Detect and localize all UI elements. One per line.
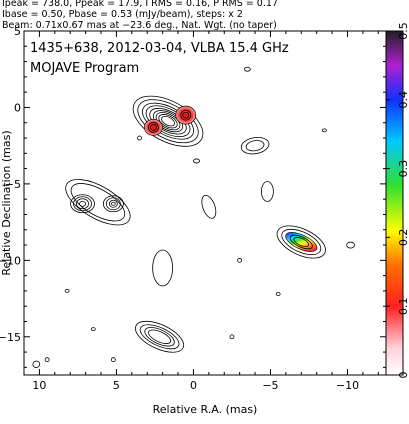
- core-contour: [137, 99, 199, 144]
- diffuse-contour: [148, 329, 172, 344]
- colorbar: [385, 30, 404, 376]
- core-contour: [161, 115, 175, 127]
- knot-inner-contour: [147, 121, 159, 133]
- core-contour: [132, 95, 204, 147]
- core-contour: [145, 105, 191, 138]
- colorbar-tick-label: 0: [397, 372, 409, 379]
- noise-contour: [44, 357, 50, 363]
- tick-labels: 10 5 0 −5 −10 5 0 −5 −10 −15: [0, 25, 359, 392]
- y-tick-label: 5: [14, 25, 21, 38]
- y-tick-label: 0: [14, 101, 21, 114]
- core-contour: [152, 110, 184, 133]
- jet-contour: [70, 183, 126, 222]
- plot-frame: [23, 30, 387, 376]
- x-tick-label: 0: [190, 379, 197, 392]
- core-contour: [158, 114, 178, 129]
- axis-ticks: [23, 30, 386, 375]
- core-contour: [142, 102, 195, 140]
- diffuse-contour: [245, 140, 265, 152]
- core-contour: [155, 112, 181, 131]
- plot-subtitle: MOJAVE Program: [30, 61, 139, 76]
- noise-contour: [275, 292, 281, 296]
- colorbar-tick-label: 0.5: [397, 22, 409, 40]
- header-line-3: Beam: 0.71x0.67 mas at −23.6 deg., Nat. …: [2, 20, 277, 31]
- y-tick-label: −10: [0, 254, 21, 267]
- y-tick-label: −15: [0, 331, 21, 344]
- pol-knot-emission: [285, 232, 318, 252]
- jet-knot-contour: [102, 195, 124, 213]
- jet-knot-contour: [70, 194, 95, 214]
- bridge-contour: [152, 249, 174, 287]
- diffuse-contour: [144, 327, 175, 347]
- jet-knot-contour: [108, 199, 118, 208]
- pol-knot-inner-contour: [289, 234, 313, 250]
- jet-contour: [65, 179, 131, 226]
- header-line-1: Ipeak = 738.0, Ppeak = 17.9, I RMS = 0.1…: [2, 0, 278, 9]
- colorbar-tick-label: 0.1: [397, 297, 409, 315]
- plot-title: 1435+638, 2012-03-04, VLBA 15.4 GHz: [30, 41, 289, 56]
- bridge-contour: [260, 181, 274, 202]
- diffuse-contour: [240, 137, 270, 155]
- core-inner-contour: [182, 111, 190, 119]
- beam-ellipse: [32, 360, 41, 368]
- contour-lines: [32, 66, 355, 368]
- noise-contour: [237, 257, 243, 263]
- pol-knot-contour: [281, 228, 322, 256]
- colorbar-tick-label: 0.2: [397, 229, 409, 247]
- x-tick-label: 10: [32, 379, 46, 392]
- noise-contour: [193, 158, 200, 164]
- noise-contour: [229, 334, 235, 340]
- core-contour: [149, 107, 187, 135]
- noise-contour: [110, 357, 116, 363]
- jet-knot-contour: [73, 196, 92, 212]
- jet-knot-contour: [110, 201, 116, 206]
- core-polarized-emission: [175, 105, 197, 125]
- pol-knot-inner-contour: [293, 236, 310, 248]
- x-tick-label: −5: [262, 379, 278, 392]
- colorbar-tick-label: 0.3: [397, 160, 409, 178]
- diffuse-contour: [139, 324, 180, 350]
- noise-contour: [137, 135, 142, 141]
- noise-contour: [321, 128, 327, 133]
- jet-knot-contour: [76, 198, 89, 210]
- noise-contour: [64, 289, 70, 293]
- x-axis-title: Relative R.A. (mas): [153, 403, 258, 416]
- y-tick-label: −5: [5, 178, 21, 191]
- jet-knot-contour: [79, 200, 86, 207]
- knot-inner-contour: [149, 123, 157, 131]
- pol-knot-contour: [276, 225, 326, 259]
- colorbar-labels: 0 0.1 0.2 0.3 0.4 0.5: [386, 22, 409, 379]
- x-tick-label: −10: [336, 379, 359, 392]
- knot-polarized-emission: [144, 118, 163, 136]
- x-tick-label: 5: [113, 379, 120, 392]
- y-axis-title: Relative Declination (mas): [0, 130, 13, 275]
- header-line-2: Ibase = 0.50, Pbase = 0.53 (mJy/beam), s…: [2, 9, 243, 20]
- noise-contour: [243, 66, 251, 72]
- noise-contour: [90, 327, 96, 332]
- jet-knot-contour: [105, 197, 121, 211]
- noise-contour: [346, 241, 355, 249]
- bridge-contour: [201, 194, 217, 219]
- core-inner-contour: [180, 109, 192, 121]
- diffuse-contour: [135, 320, 185, 353]
- colorbar-tick-label: 0.4: [397, 91, 409, 109]
